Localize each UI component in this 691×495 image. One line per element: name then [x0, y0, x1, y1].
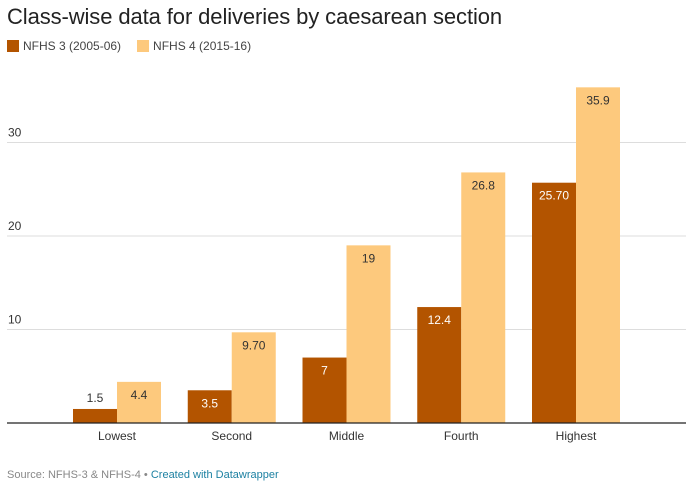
bar-nfhs4-second [231, 332, 276, 423]
value-label: 35.9 [586, 93, 610, 107]
y-tick-label: 30 [8, 126, 22, 140]
value-label: 25.70 [539, 189, 569, 203]
bars [73, 87, 620, 424]
legend-swatch-nfhs3 [7, 40, 19, 52]
value-label: 1.5 [87, 391, 104, 405]
footer-separator: • [140, 469, 151, 481]
legend-swatch-nfhs4 [137, 40, 150, 52]
value-label: 19 [362, 251, 376, 265]
value-label: 7 [321, 364, 328, 378]
bar-nfhs4-fourth [461, 172, 506, 423]
value-label: 9.70 [242, 338, 266, 352]
y-tick-label: 20 [8, 219, 22, 233]
category-labels: Lowest Second Middle Fourth Highest [98, 429, 597, 443]
legend-item-nfhs4: NFHS 4 (2015-16) [137, 39, 251, 53]
bar-nfhs3-highest [532, 182, 576, 423]
legend-label-nfhs3: NFHS 3 (2005-06) [23, 39, 122, 53]
bar-nfhs3-second [187, 390, 232, 423]
bar-nfhs4-lowest [117, 381, 161, 423]
bar-nfhs3-fourth [417, 307, 462, 423]
bar-nfhs4-highest [576, 87, 620, 424]
chart-title: Class-wise data for deliveries by caesar… [7, 4, 503, 29]
x-category-label: Lowest [98, 429, 137, 443]
x-category-label: Middle [329, 429, 365, 443]
datawrapper-credit-link[interactable]: Created with Datawrapper [150, 469, 279, 481]
bar-nfhs3-middle [302, 357, 347, 423]
value-labels: 1.5 4.4 3.5 9.70 7 19 12.4 26.8 25.70 35.9 [87, 93, 610, 410]
legend-label-nfhs4: NFHS 4 (2015-16) [153, 39, 252, 53]
value-label: 12.4 [428, 313, 452, 327]
y-tick-label: 10 [8, 313, 22, 327]
bar-nfhs3-lowest [73, 408, 117, 423]
footer: Source: NFHS-3 & NFHS-4 • Created with D… [7, 469, 279, 481]
x-category-label: Highest [556, 429, 597, 443]
legend-item-nfhs3: NFHS 3 (2005-06) [7, 39, 121, 53]
source-note: Source: NFHS-3 & NFHS-4 [7, 469, 141, 481]
x-category-label: Second [211, 429, 252, 443]
value-label: 4.4 [131, 388, 148, 402]
x-category-label: Fourth [444, 429, 479, 443]
value-label: 26.8 [472, 178, 496, 192]
bar-nfhs4-middle [346, 245, 391, 423]
value-label: 3.5 [201, 396, 218, 410]
bar-chart: 10 20 30 1.5 4.4 3.5 9.70 7 19 12.4 26.8 25.70 35.9… [7, 87, 686, 443]
legend: NFHS 3 (2005-06) NFHS 4 (2015-16) [7, 39, 251, 53]
